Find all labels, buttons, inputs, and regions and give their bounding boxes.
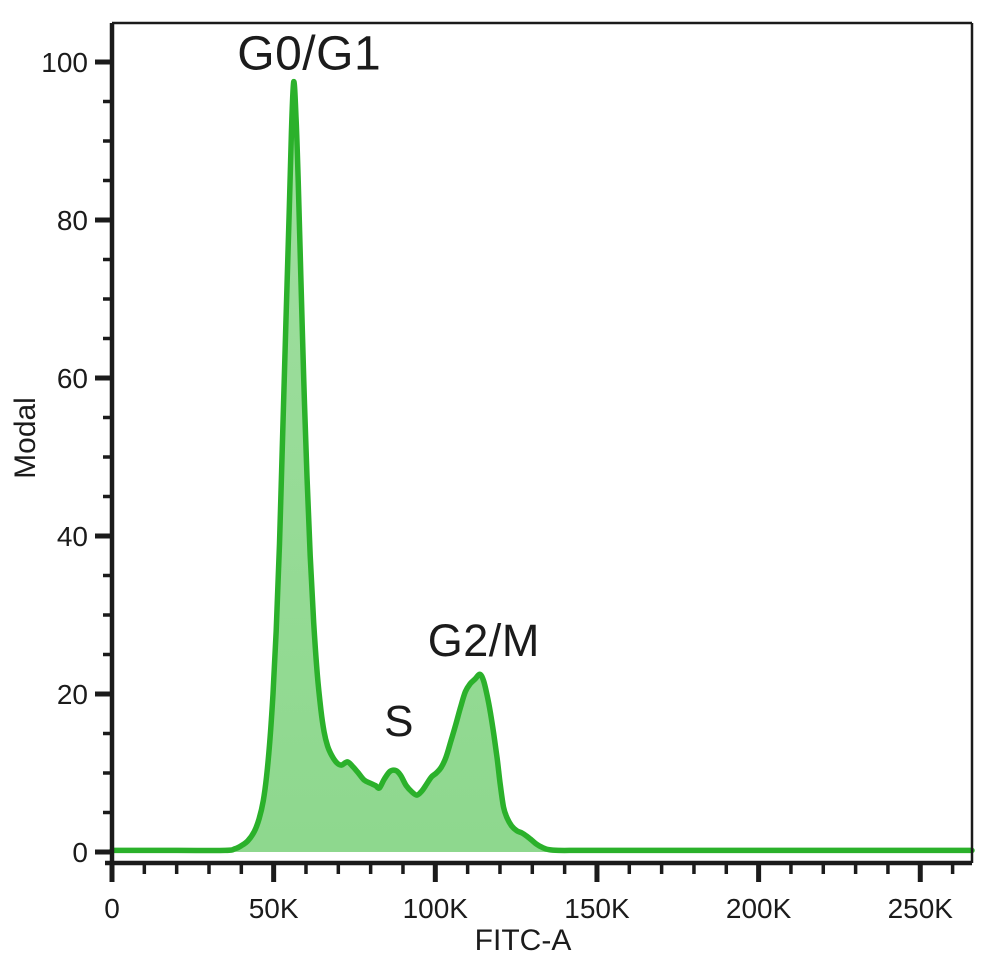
y-axis-tick-label: 20 (57, 679, 88, 710)
x-axis-tick-label: 200K (726, 893, 792, 924)
y-axis-tick-label: 80 (57, 205, 88, 236)
y-axis-tick-label: 60 (57, 363, 88, 394)
x-axis-tick-label: 100K (403, 893, 469, 924)
peak-label-g0g1: G0/G1 (237, 27, 382, 81)
y-axis-tick-label: 0 (72, 837, 88, 868)
y-axis-tick-label: 100 (41, 47, 88, 78)
histogram-area-fill (112, 81, 972, 853)
peak-label-s: S (384, 696, 415, 746)
x-axis-title: FITC-A (474, 924, 572, 957)
x-axis-tick-label: 150K (564, 893, 630, 924)
y-axis-title: Modal (9, 397, 42, 479)
x-axis-tick-label: 50K (249, 893, 299, 924)
y-axis-tick-label: 40 (57, 521, 88, 552)
histogram-curve (109, 79, 975, 854)
x-axis-tick-label: 250K (888, 893, 954, 924)
x-axis-tick-label: 0 (104, 893, 120, 924)
peak-label-g2m: G2/M (427, 615, 540, 667)
